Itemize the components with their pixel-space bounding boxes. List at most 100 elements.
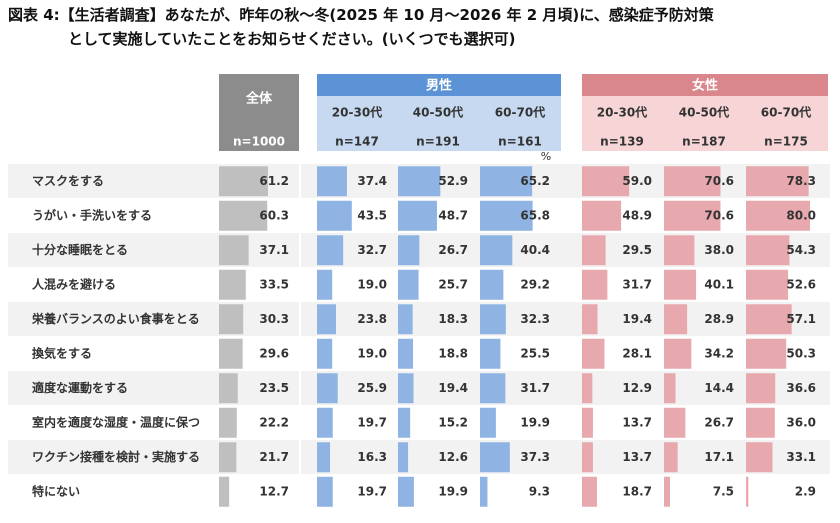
bar-total xyxy=(219,166,268,197)
bar-m2030 xyxy=(317,200,352,231)
value-label-f4050: 70.6 xyxy=(704,174,734,188)
value-label-m4050: 18.8 xyxy=(438,346,468,360)
value-label-f6070: 80.0 xyxy=(786,208,816,222)
column-n-f2030: n=139 xyxy=(600,135,644,149)
column-n-f4050: n=187 xyxy=(682,135,726,149)
bar-total xyxy=(219,476,230,507)
value-label-total: 21.7 xyxy=(259,450,289,464)
value-label-f6070: 52.6 xyxy=(786,277,816,291)
bar-total xyxy=(219,373,238,404)
bar-f2030 xyxy=(582,235,606,266)
bar-f2030 xyxy=(582,269,608,300)
bar-f4050 xyxy=(664,338,692,369)
bar-m2030 xyxy=(317,235,344,266)
female-header-label: 女性 xyxy=(692,78,718,94)
bar-m4050 xyxy=(398,235,420,266)
value-label-total: 30.3 xyxy=(259,312,289,326)
column-n-m4050: n=191 xyxy=(416,135,460,149)
value-label-m6070: 65.8 xyxy=(520,208,550,222)
value-label-m4050: 26.7 xyxy=(438,243,468,257)
category-label: 換気をする xyxy=(32,345,92,360)
value-label-m4050: 25.7 xyxy=(438,277,468,291)
bar-f4050 xyxy=(664,407,686,438)
bar-f4050 xyxy=(664,200,721,231)
value-label-m2030: 25.9 xyxy=(357,381,387,395)
bar-m2030 xyxy=(317,166,347,197)
bar-f4050 xyxy=(664,304,688,335)
value-label-m4050: 19.9 xyxy=(438,484,468,498)
value-label-m2030: 43.5 xyxy=(357,208,387,222)
row-band xyxy=(8,302,830,337)
bar-m6070 xyxy=(480,338,501,369)
value-label-total: 23.5 xyxy=(259,381,289,395)
bar-total xyxy=(219,269,246,300)
value-label-f2030: 31.7 xyxy=(622,277,652,291)
bar-m6070 xyxy=(480,407,496,438)
bar-m6070 xyxy=(480,373,506,404)
category-label: うがい・手洗いをする xyxy=(32,207,152,222)
value-label-m2030: 37.4 xyxy=(357,174,387,188)
bar-m6070 xyxy=(480,442,510,473)
column-n-m6070: n=161 xyxy=(498,135,542,149)
category-label: 栄養バランスのよい食事をとる xyxy=(31,311,200,326)
bar-m6070 xyxy=(480,304,506,335)
bar-m4050 xyxy=(398,373,414,404)
bar-f6070 xyxy=(746,200,810,231)
bar-f2030 xyxy=(582,373,593,404)
column-label-m2030: 20-30代 xyxy=(332,105,382,120)
bar-m6070 xyxy=(480,269,504,300)
value-label-f4050: 70.6 xyxy=(704,208,734,222)
value-label-m2030: 23.8 xyxy=(357,312,387,326)
value-label-total: 22.2 xyxy=(259,415,289,429)
bar-m6070 xyxy=(480,200,533,231)
value-label-f4050: 7.5 xyxy=(713,484,734,498)
category-label: 室内を適度な湿度・温度に保つ xyxy=(32,414,200,429)
bar-total xyxy=(219,338,243,369)
bar-f6070 xyxy=(746,373,776,404)
value-label-m4050: 52.9 xyxy=(438,174,468,188)
category-label: 十分な睡眠をとる xyxy=(32,242,128,257)
female-header-bg xyxy=(582,74,828,96)
bar-f6070 xyxy=(746,476,749,507)
value-label-f2030: 59.0 xyxy=(622,174,652,188)
total-header-bg xyxy=(219,74,300,151)
value-label-m6070: 19.9 xyxy=(520,415,550,429)
bar-total xyxy=(219,235,249,266)
value-label-f6070: 36.6 xyxy=(786,381,816,395)
bar-total xyxy=(219,442,237,473)
value-label-f2030: 13.7 xyxy=(622,450,652,464)
bar-f2030 xyxy=(582,200,622,231)
bar-m4050 xyxy=(398,269,419,300)
bar-m4050 xyxy=(398,338,414,369)
column-label-m6070: 60-70代 xyxy=(495,105,545,120)
title-line-1: 図表 4:【生活者調査】あなたが、昨年の秋～冬(2025 年 10 月～2026… xyxy=(8,6,714,24)
value-label-f6070: 54.3 xyxy=(786,243,816,257)
bar-f4050 xyxy=(664,373,676,404)
value-label-m6070: 65.2 xyxy=(520,174,550,188)
bar-f4050 xyxy=(664,166,721,197)
value-label-f6070: 78.3 xyxy=(786,174,816,188)
total-header-n: n=1000 xyxy=(233,135,285,149)
value-label-f2030: 48.9 xyxy=(622,208,652,222)
value-label-f4050: 38.0 xyxy=(704,243,734,257)
value-label-total: 37.1 xyxy=(259,243,289,257)
value-label-f4050: 28.9 xyxy=(704,312,734,326)
category-label: 適度な運動をする xyxy=(32,380,128,395)
bar-m2030 xyxy=(317,407,333,438)
value-label-f2030: 29.5 xyxy=(622,243,652,257)
value-label-f6070: 36.0 xyxy=(786,415,816,429)
value-label-m2030: 19.0 xyxy=(357,346,387,360)
bar-f6070 xyxy=(746,442,773,473)
bar-m2030 xyxy=(317,373,338,404)
bar-m4050 xyxy=(398,166,441,197)
male-header-label: 男性 xyxy=(426,78,452,94)
value-label-f2030: 19.4 xyxy=(622,312,652,326)
value-label-m6070: 29.2 xyxy=(520,277,550,291)
value-label-m4050: 15.2 xyxy=(438,415,468,429)
value-label-m2030: 19.7 xyxy=(357,415,387,429)
value-label-f4050: 26.7 xyxy=(704,415,734,429)
chart-title: 図表 4:【生活者調査】あなたが、昨年の秋～冬(2025 年 10 月～2026… xyxy=(8,3,836,51)
value-label-f6070: 33.1 xyxy=(786,450,816,464)
value-label-m2030: 19.7 xyxy=(357,484,387,498)
value-label-f6070: 50.3 xyxy=(786,346,816,360)
